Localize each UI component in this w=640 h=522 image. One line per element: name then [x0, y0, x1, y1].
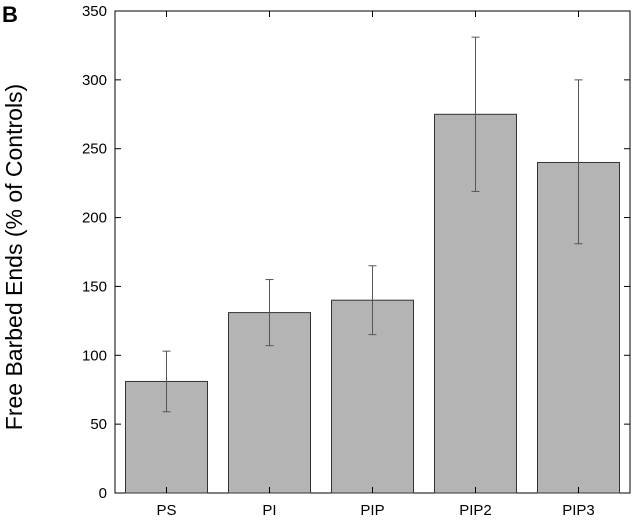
y-tick-label: 250	[82, 141, 107, 158]
x-tick-label: PS	[156, 502, 176, 519]
y-tick-label: 0	[99, 485, 107, 502]
y-tick-label: 350	[82, 3, 107, 20]
y-tick-label: 100	[82, 347, 107, 364]
x-tick-label: PIP	[360, 502, 384, 519]
panel-label: B	[2, 2, 18, 27]
x-tick-label: PIP2	[459, 502, 492, 519]
plot-area: 0 50 100 150 200 250 300 350 PS PI PIP PIP2 PIP3	[82, 3, 631, 519]
y-tick-label: 50	[90, 416, 107, 433]
y-tick-label: 200	[82, 210, 107, 227]
y-axis-label: Free Barbed Ends (% of Controls)	[1, 84, 27, 430]
y-tick-label: 300	[82, 72, 107, 89]
x-tick-label: PI	[262, 502, 276, 519]
y-tick-label: 150	[82, 278, 107, 295]
x-tick-label: PIP3	[562, 502, 595, 519]
